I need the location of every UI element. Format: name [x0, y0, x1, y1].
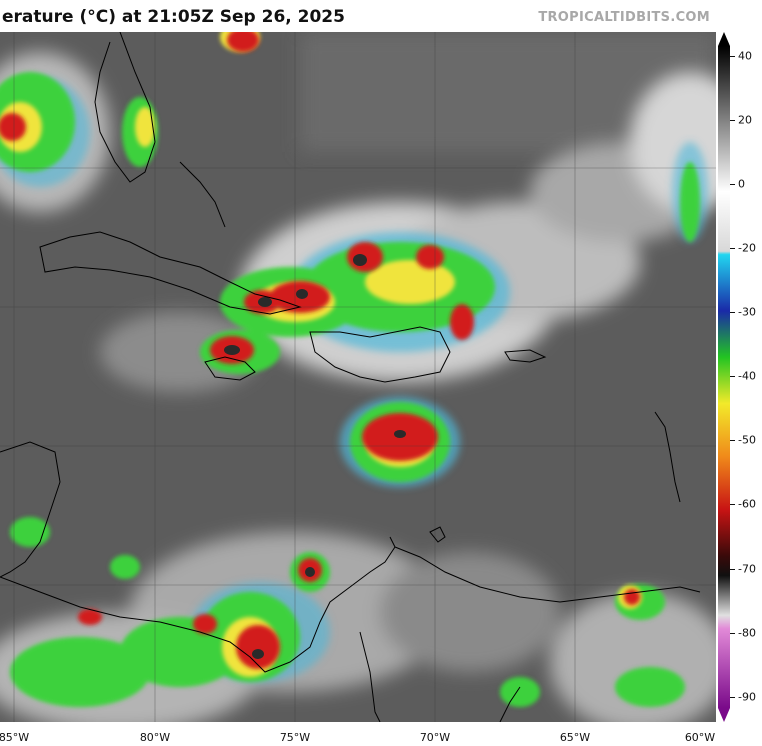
colorbar-tick: -20 — [738, 241, 756, 255]
colorbar-tick: 0 — [738, 177, 745, 191]
x-tick-label: 85°W — [0, 731, 30, 744]
x-tick-label: 65°W — [559, 731, 591, 744]
map-title: erature (°C) at 21:05Z Sep 26, 2025 — [2, 7, 345, 27]
colorbar-tick: -60 — [738, 497, 756, 511]
colorbar-tick: 40 — [738, 49, 752, 63]
satellite-map[interactable] — [0, 32, 716, 722]
x-tick-label: 70°W — [419, 731, 451, 744]
colorbar-tick: -40 — [738, 369, 756, 383]
temperature-colorbar: 40 20 0 -20 -30 -40 -50 -60 -70 -80 -90 — [716, 32, 762, 722]
overshooting-tops — [224, 254, 406, 659]
colorbar-gradient — [718, 32, 730, 722]
header: erature (°C) at 21:05Z Sep 26, 2025 TROP… — [0, 0, 716, 32]
colorbar-tick: -50 — [738, 433, 756, 447]
x-tick-label: 80°W — [139, 731, 171, 744]
x-tick-label: 60°W — [684, 731, 716, 744]
colorbar-tick: -90 — [738, 690, 756, 704]
colorbar-tick: -30 — [738, 305, 756, 319]
lat-lon-gridlines — [0, 32, 716, 722]
coastlines — [0, 32, 701, 722]
site-credit: TROPICALTIDBITS.COM — [538, 10, 710, 25]
satellite-image — [0, 32, 716, 722]
x-tick-label: 75°W — [279, 731, 311, 744]
colorbar-tick: -70 — [738, 562, 756, 576]
colorbar-tick: -80 — [738, 626, 756, 640]
colorbar-tick: 20 — [738, 113, 752, 127]
longitude-axis: 85°W 80°W 75°W 70°W 65°W 60°W — [0, 722, 716, 746]
